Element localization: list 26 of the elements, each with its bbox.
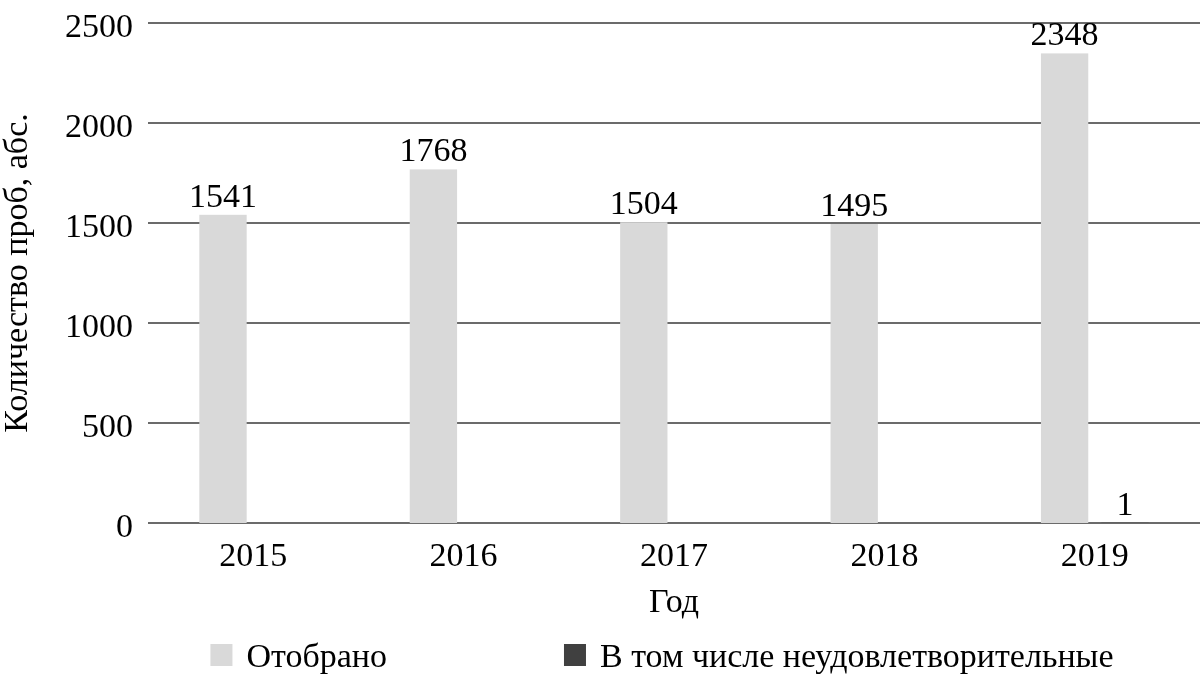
bar: [830, 224, 878, 523]
x-tick-label: 2018: [850, 536, 919, 573]
x-axis-title: Год: [649, 582, 699, 619]
legend-label: Отобрано: [246, 636, 387, 674]
y-tick-label: 500: [82, 406, 133, 444]
y-tick-label: 1000: [65, 306, 133, 344]
bar: [199, 214, 247, 523]
data-label: 2348: [1030, 15, 1099, 53]
bar: [409, 169, 458, 523]
legend-label: В том числе неудовлетворительные: [599, 636, 1114, 674]
bar: [1040, 53, 1089, 523]
y-tick-label: 2000: [65, 106, 133, 144]
x-tick-label: 2016: [429, 536, 498, 573]
bar: [620, 222, 668, 523]
y-tick-label: 0: [116, 506, 133, 544]
x-tick-label: 2019: [1060, 536, 1129, 573]
data-label: 1495: [820, 186, 889, 223]
data-label: 1: [1116, 484, 1134, 522]
data-label: 1541: [189, 176, 258, 214]
data-label: 1768: [399, 131, 468, 169]
y-tick-label: 1500: [65, 206, 133, 244]
x-tick-label: 2015: [219, 536, 288, 573]
x-tick-label: 2017: [640, 536, 708, 573]
data-label: 1504: [609, 184, 678, 222]
y-axis-title: Количество проб, абс.: [0, 113, 34, 433]
y-tick-label: 2500: [65, 6, 133, 44]
